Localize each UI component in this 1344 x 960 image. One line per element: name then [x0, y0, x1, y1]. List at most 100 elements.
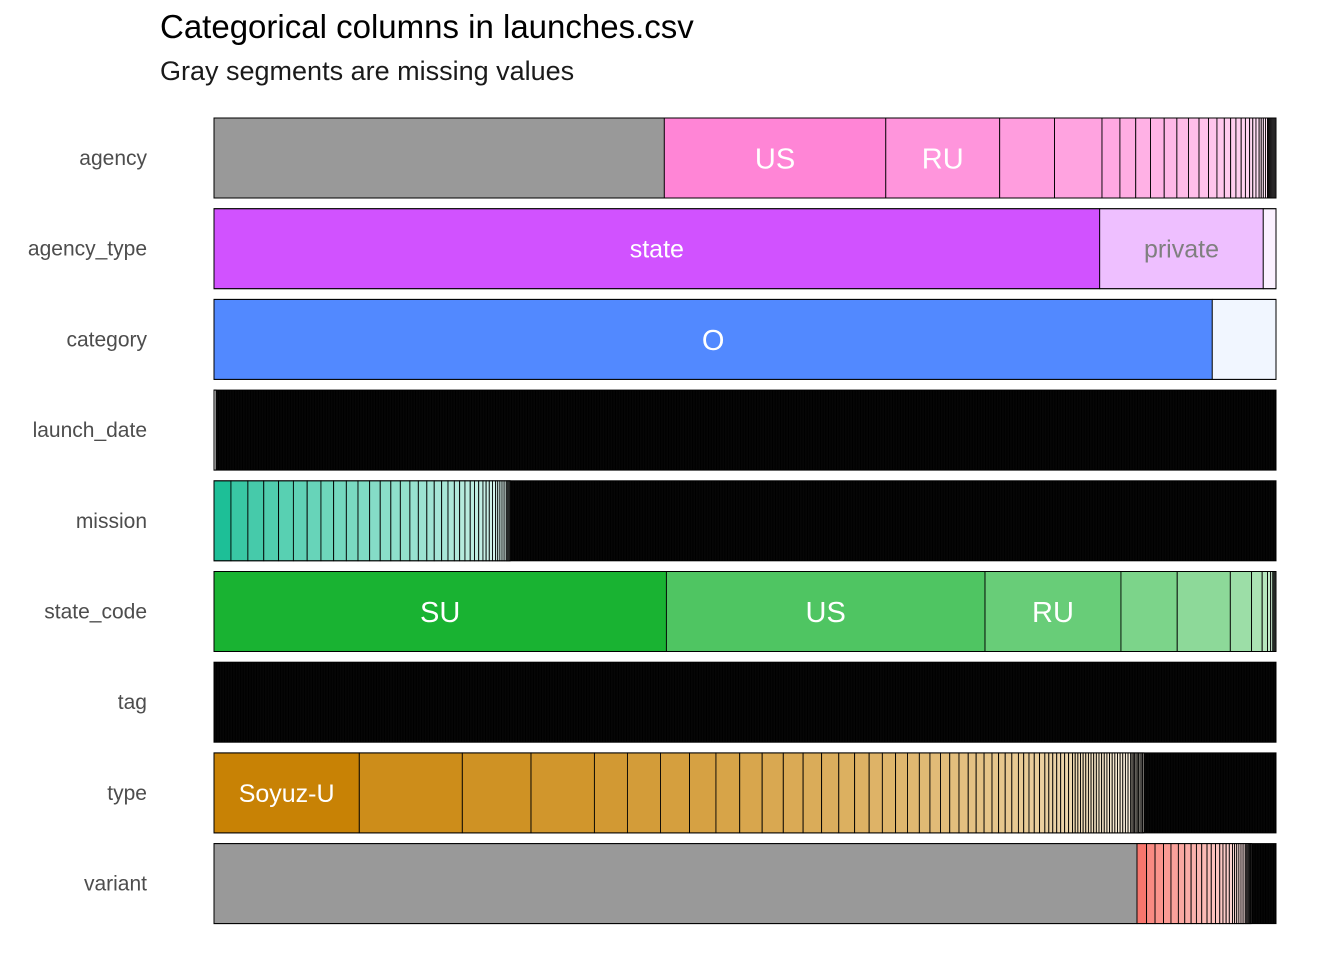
row-label: type	[107, 782, 147, 805]
category-segment	[1023, 752, 1030, 834]
category-segment	[247, 480, 265, 562]
category-segment	[1188, 117, 1200, 199]
category-segment	[1048, 752, 1054, 834]
category-segment	[1255, 117, 1260, 199]
bar-row-state-code: state_code SU US RU	[44, 571, 1277, 652]
category-segment	[1170, 843, 1179, 925]
category-segment	[213, 480, 232, 562]
chart-title: Categorical columns in launches.csv	[160, 8, 694, 45]
row-label: state_code	[44, 601, 147, 624]
category-segment	[1190, 843, 1197, 925]
category-segment	[492, 480, 497, 562]
category-segment	[358, 752, 463, 834]
category-segment	[1262, 208, 1277, 290]
category-segment	[991, 752, 1000, 834]
category-segment	[214, 662, 1276, 743]
category-segment	[390, 480, 401, 562]
category-segment	[1163, 117, 1178, 199]
category-segment	[1101, 117, 1121, 199]
category-segment	[929, 752, 941, 834]
category-segment	[474, 480, 480, 562]
category-segment	[1039, 752, 1046, 834]
category-segment	[1135, 117, 1151, 199]
category-segment	[1052, 752, 1058, 834]
bar-outline	[213, 480, 1277, 562]
bar-row-launch-date: launch_date	[33, 389, 1277, 471]
category-segment	[1119, 117, 1137, 199]
category-segment	[1068, 752, 1074, 834]
category-segment	[1150, 117, 1165, 199]
category-segment	[1225, 843, 1230, 925]
category-segment	[1136, 843, 1148, 925]
segment-label: SU	[420, 597, 460, 629]
category-segment	[306, 480, 322, 562]
chart-subtitle: Gray segments are missing values	[160, 56, 575, 86]
category-segment	[1222, 843, 1227, 925]
category-segment	[379, 480, 392, 562]
category-segment	[821, 752, 840, 834]
category-segment	[1177, 843, 1186, 925]
category-segment	[1251, 843, 1276, 924]
category-segment	[1011, 752, 1019, 834]
category-segment	[958, 752, 969, 834]
category-segment	[802, 752, 823, 834]
category-segment	[1176, 117, 1189, 199]
bar-row-agency-type: agency_type state private	[28, 208, 1277, 290]
category-segment	[1240, 117, 1246, 199]
missing-segment	[213, 117, 665, 199]
category-segment	[1198, 117, 1209, 199]
category-segment	[626, 752, 661, 834]
category-segment	[1223, 117, 1232, 199]
category-segment	[459, 480, 466, 562]
bar-outline	[213, 117, 1277, 199]
category-segment	[1215, 843, 1221, 925]
category-segment	[278, 480, 294, 562]
row-label: mission	[76, 510, 147, 533]
category-segment	[345, 480, 359, 562]
category-segment	[907, 752, 920, 834]
category-segment	[895, 752, 908, 834]
category-segment	[1056, 752, 1062, 834]
category-segment	[1033, 752, 1041, 834]
category-segment	[230, 480, 249, 562]
category-segment	[1229, 571, 1253, 652]
category-segment	[357, 480, 371, 562]
bar-outline	[213, 298, 1277, 380]
category-segment	[213, 571, 667, 652]
category-segment	[478, 480, 484, 562]
category-segment	[838, 752, 856, 834]
category-segment	[292, 480, 308, 562]
category-segment	[1176, 571, 1231, 652]
category-segment	[1017, 752, 1025, 834]
category-segment	[949, 752, 960, 834]
category-segment	[1252, 117, 1257, 199]
category-segment	[1184, 843, 1192, 925]
category-segment	[782, 752, 804, 834]
bar-row-tag: tag	[118, 661, 1277, 743]
category-segment	[263, 480, 280, 562]
category-segment	[213, 298, 1213, 380]
category-segment	[715, 752, 741, 834]
segment-label: O	[702, 325, 725, 357]
bar-outline	[213, 571, 1277, 652]
segment-label: RU	[1032, 597, 1074, 629]
category-segment	[530, 752, 595, 834]
category-segment	[918, 752, 931, 834]
category-segment	[1216, 117, 1225, 199]
category-segment	[854, 752, 870, 834]
category-segment	[417, 480, 428, 562]
category-segment	[488, 480, 493, 562]
category-segment	[967, 752, 977, 834]
category-segment	[1154, 843, 1164, 925]
category-segment	[998, 752, 1006, 834]
category-segment	[1004, 752, 1013, 834]
bar-outline	[213, 208, 1277, 290]
row-label: tag	[118, 691, 147, 714]
category-segment	[984, 571, 1122, 652]
category-segment	[1219, 843, 1224, 925]
category-segment	[213, 208, 1101, 290]
segment-label: US	[755, 143, 795, 175]
category-segment	[333, 480, 347, 562]
category-segment	[1244, 117, 1251, 199]
